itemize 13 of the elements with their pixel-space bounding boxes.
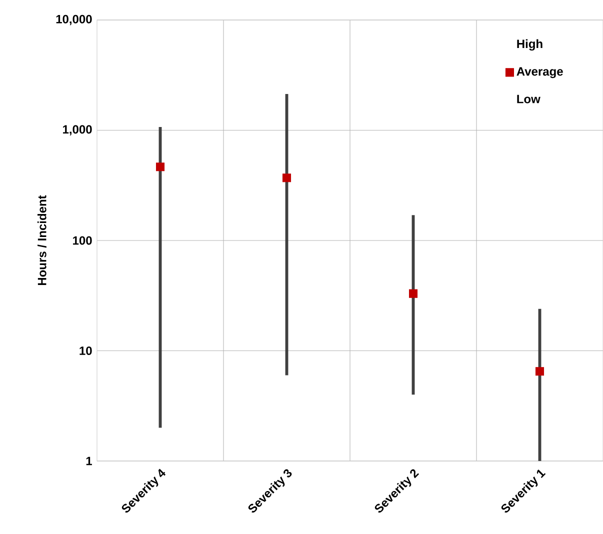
- annotation: High: [517, 39, 542, 51]
- point: [156, 162, 165, 172]
- y-axis-title: Hours / Incident: [38, 195, 46, 286]
- y-tick-label: 100: [73, 236, 92, 245]
- legend-label: Average: [516, 67, 563, 78]
- y-tick-label: 10: [80, 346, 92, 355]
- y-tick-label: 1,000: [63, 125, 92, 136]
- point: [408, 289, 418, 298]
- point: [535, 367, 544, 376]
- annotation: Low: [517, 94, 540, 104]
- y-tick-label: 10,000: [56, 14, 92, 26]
- point: [282, 174, 292, 182]
- y-tick-label: 1: [86, 456, 92, 466]
